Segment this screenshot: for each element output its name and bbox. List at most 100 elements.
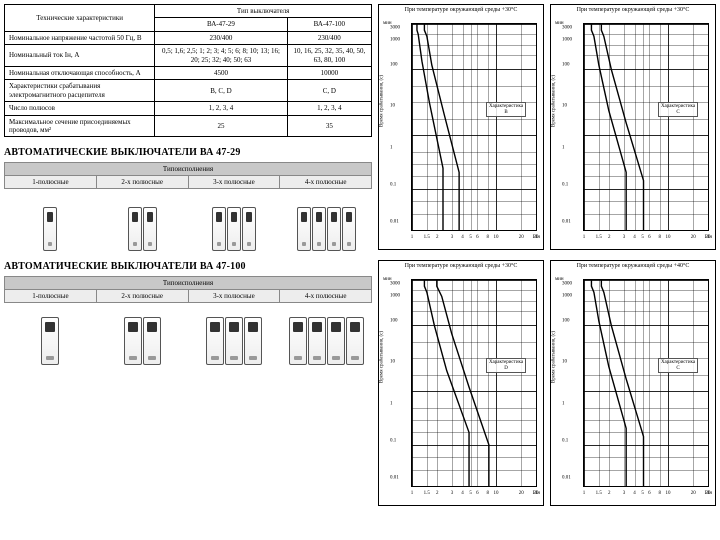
spec-row-label: Характеристики срабатывания электромагни…: [5, 80, 155, 102]
y-tick: 0.01: [562, 219, 571, 224]
trip-curve-chart: При температуре окружающей среды +30°Cми…: [550, 4, 716, 250]
x-tick: 2: [436, 235, 439, 240]
spec-cell: 10, 16, 25, 32, 35, 40, 50, 63, 80, 100: [287, 45, 371, 67]
spec-row-label: Максимальное сечение присоединяемых пров…: [5, 115, 155, 137]
x-tick: 10: [665, 491, 670, 496]
spec-cell: 10000: [287, 66, 371, 79]
plot-area: 11.5234568102030300010001001010.10.01Хар…: [411, 279, 537, 487]
y-tick: 100: [562, 63, 570, 68]
breaker-image: [4, 307, 96, 365]
x-tick: 10: [493, 235, 498, 240]
chart-title: При температуре окружающей среды +30°C: [379, 263, 543, 269]
variant-label: 2-х полюсные: [97, 176, 189, 189]
x-tick: 4: [633, 491, 636, 496]
spec-cell: 35: [287, 115, 371, 137]
spec-cell: 4500: [155, 66, 287, 79]
x-tick: 5: [641, 491, 644, 496]
x-tick: 20: [519, 235, 524, 240]
y-tick: 3000: [562, 26, 572, 31]
plot-area: 11.5234568102030300010001001010.10.01Хар…: [411, 23, 537, 231]
variant-label: 4-х полюсные: [280, 176, 372, 189]
spec-cell: 0,5; 1,6; 2,5; 1; 2; 3; 4; 5; 6; 8; 10; …: [155, 45, 287, 67]
spec-row-label: Номинальная отключающая способность, А: [5, 66, 155, 79]
characteristic-box: ХарактеристикаB: [486, 102, 526, 117]
y-tick: 0.01: [562, 475, 571, 480]
x-tick: 3: [451, 235, 454, 240]
x-tick: 6: [648, 235, 651, 240]
y-tick: 1: [390, 401, 393, 406]
plot-area: 11.5234568102030300010001001010.10.01Хар…: [583, 23, 709, 231]
x-tick: 4: [633, 235, 636, 240]
x-axis-label: I/Iн: [533, 235, 540, 240]
x-tick: 6: [476, 491, 479, 496]
x-tick: 5: [469, 491, 472, 496]
spec-row-label: Номинальный ток Iн, А: [5, 45, 155, 67]
chart-title: При температуре окружающей среды +30°C: [551, 7, 715, 13]
breaker-image: [4, 193, 96, 251]
variant-label: 1-полюсные: [5, 290, 97, 303]
x-tick: 1.5: [596, 235, 602, 240]
spec-row-label: Номинальное напряжение частотой 50 Гц, В: [5, 31, 155, 44]
spec-table: Технические характеристики Тип выключате…: [4, 4, 372, 137]
y-tick: 3000: [562, 282, 572, 287]
x-tick: 1: [583, 235, 586, 240]
x-tick: 8: [487, 491, 490, 496]
x-tick: 2: [436, 491, 439, 496]
chart-title: При температуре окружающей среды +40°C: [551, 263, 715, 269]
y-tick: 10: [562, 104, 567, 109]
x-tick: 8: [659, 491, 662, 496]
breaker-image: [280, 307, 372, 365]
trip-curve-chart: При температуре окружающей среды +40°Cми…: [550, 260, 716, 506]
charts-row: При температуре окружающей среды +30°Cми…: [378, 4, 716, 250]
y-axis-label: Время срабатывания, (с): [380, 331, 385, 383]
spec-row-label: Число полюсов: [5, 102, 155, 115]
spec-col-1: ВА-47-100: [287, 18, 371, 31]
x-axis-label: I/Iн: [533, 491, 540, 496]
x-tick: 6: [476, 235, 479, 240]
spec-cell: C, D: [287, 80, 371, 102]
spec-col-0: ВА-47-29: [155, 18, 287, 31]
characteristic-box: ХарактеристикаD: [486, 358, 526, 373]
chart-title: При температуре окружающей среды +30°C: [379, 7, 543, 13]
x-tick: 3: [623, 491, 626, 496]
spec-rowhead: Технические характеристики: [5, 5, 155, 32]
section-title: АВТОМАТИЧЕСКИЕ ВЫКЛЮЧАТЕЛИ ВА 47-100: [4, 261, 372, 272]
exec-header: Типоисполнения: [4, 162, 372, 176]
variant-label: 4-х полюсные: [280, 290, 372, 303]
x-tick: 1: [411, 491, 414, 496]
y-tick: 1000: [390, 294, 400, 299]
y-axis-label: Время срабатывания, (с): [552, 75, 557, 127]
x-tick: 4: [461, 491, 464, 496]
y-tick: 1000: [562, 294, 572, 299]
variant-label: 3-х полюсные: [189, 176, 281, 189]
y-tick: 1: [562, 401, 565, 406]
breaker-image: [188, 307, 280, 365]
y-tick: 0.1: [390, 438, 396, 443]
variant-label: 3-х полюсные: [189, 290, 281, 303]
y-tick: 100: [562, 319, 570, 324]
y-axis-label: Время срабатывания, (с): [380, 75, 385, 127]
spec-cell: 1, 2, 3, 4: [155, 102, 287, 115]
trip-curve-chart: При температуре окружающей среды +30°Cми…: [378, 4, 544, 250]
y-tick: 3000: [390, 26, 400, 31]
x-tick: 8: [659, 235, 662, 240]
x-tick: 8: [487, 235, 490, 240]
spec-cell: B, C, D: [155, 80, 287, 102]
x-tick: 2: [608, 235, 611, 240]
y-tick: 0.1: [562, 182, 568, 187]
breaker-image: [96, 193, 188, 251]
x-tick: 5: [469, 235, 472, 240]
x-tick: 5: [641, 235, 644, 240]
spec-cell: 25: [155, 115, 287, 137]
section-title: АВТОМАТИЧЕСКИЕ ВЫКЛЮЧАТЕЛИ ВА 47-29: [4, 147, 372, 158]
y-tick: 10: [390, 360, 395, 365]
y-tick: 0.01: [390, 475, 399, 480]
x-tick: 1: [583, 491, 586, 496]
x-tick: 1.5: [424, 491, 430, 496]
x-axis-label: I/Iн: [705, 235, 712, 240]
x-tick: 1.5: [424, 235, 430, 240]
y-tick: 1000: [390, 38, 400, 43]
breaker-image: [280, 193, 372, 251]
x-tick: 20: [691, 235, 696, 240]
exec-header: Типоисполнения: [4, 276, 372, 290]
